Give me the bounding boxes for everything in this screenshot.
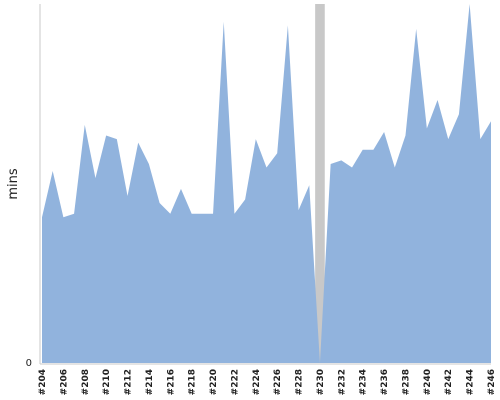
x-tick-label: #208 — [81, 369, 91, 395]
x-tick-label: #206 — [59, 369, 69, 395]
x-axis-ticks: #204 #206 #208 #210 #212 #214 #216 #218 #220 #222… — [38, 369, 497, 395]
x-tick-label: #218 — [188, 369, 198, 395]
x-tick-label: #242 — [444, 369, 454, 395]
x-tick-label: #240 — [423, 369, 433, 395]
x-tick-label: #224 — [252, 369, 262, 395]
y-tick-label: 0 — [26, 358, 32, 369]
failed-run-marker-230 — [315, 4, 325, 363]
x-tick-label: #212 — [124, 369, 134, 395]
y-axis-ticks: 0 — [26, 358, 32, 369]
x-tick-label: #238 — [401, 369, 411, 395]
y-axis-label: mins — [6, 168, 21, 200]
x-tick-label: #226 — [273, 369, 283, 395]
series-area — [42, 4, 491, 363]
x-tick-label: #214 — [145, 369, 155, 395]
plot-area — [42, 4, 491, 363]
x-tick-label: #246 — [487, 369, 497, 395]
x-tick-label: #236 — [380, 369, 390, 395]
x-tick-label: #244 — [466, 369, 476, 395]
x-tick-label: #220 — [209, 369, 219, 395]
x-tick-label: #232 — [337, 369, 347, 395]
x-tick-label: #216 — [166, 369, 176, 395]
x-tick-label: #230 — [316, 369, 326, 395]
x-tick-label: #228 — [295, 369, 305, 395]
x-tick-label: #222 — [230, 369, 240, 395]
x-tick-label: #204 — [38, 369, 48, 395]
x-tick-label: #234 — [359, 369, 369, 395]
x-tick-label: #210 — [102, 369, 112, 395]
